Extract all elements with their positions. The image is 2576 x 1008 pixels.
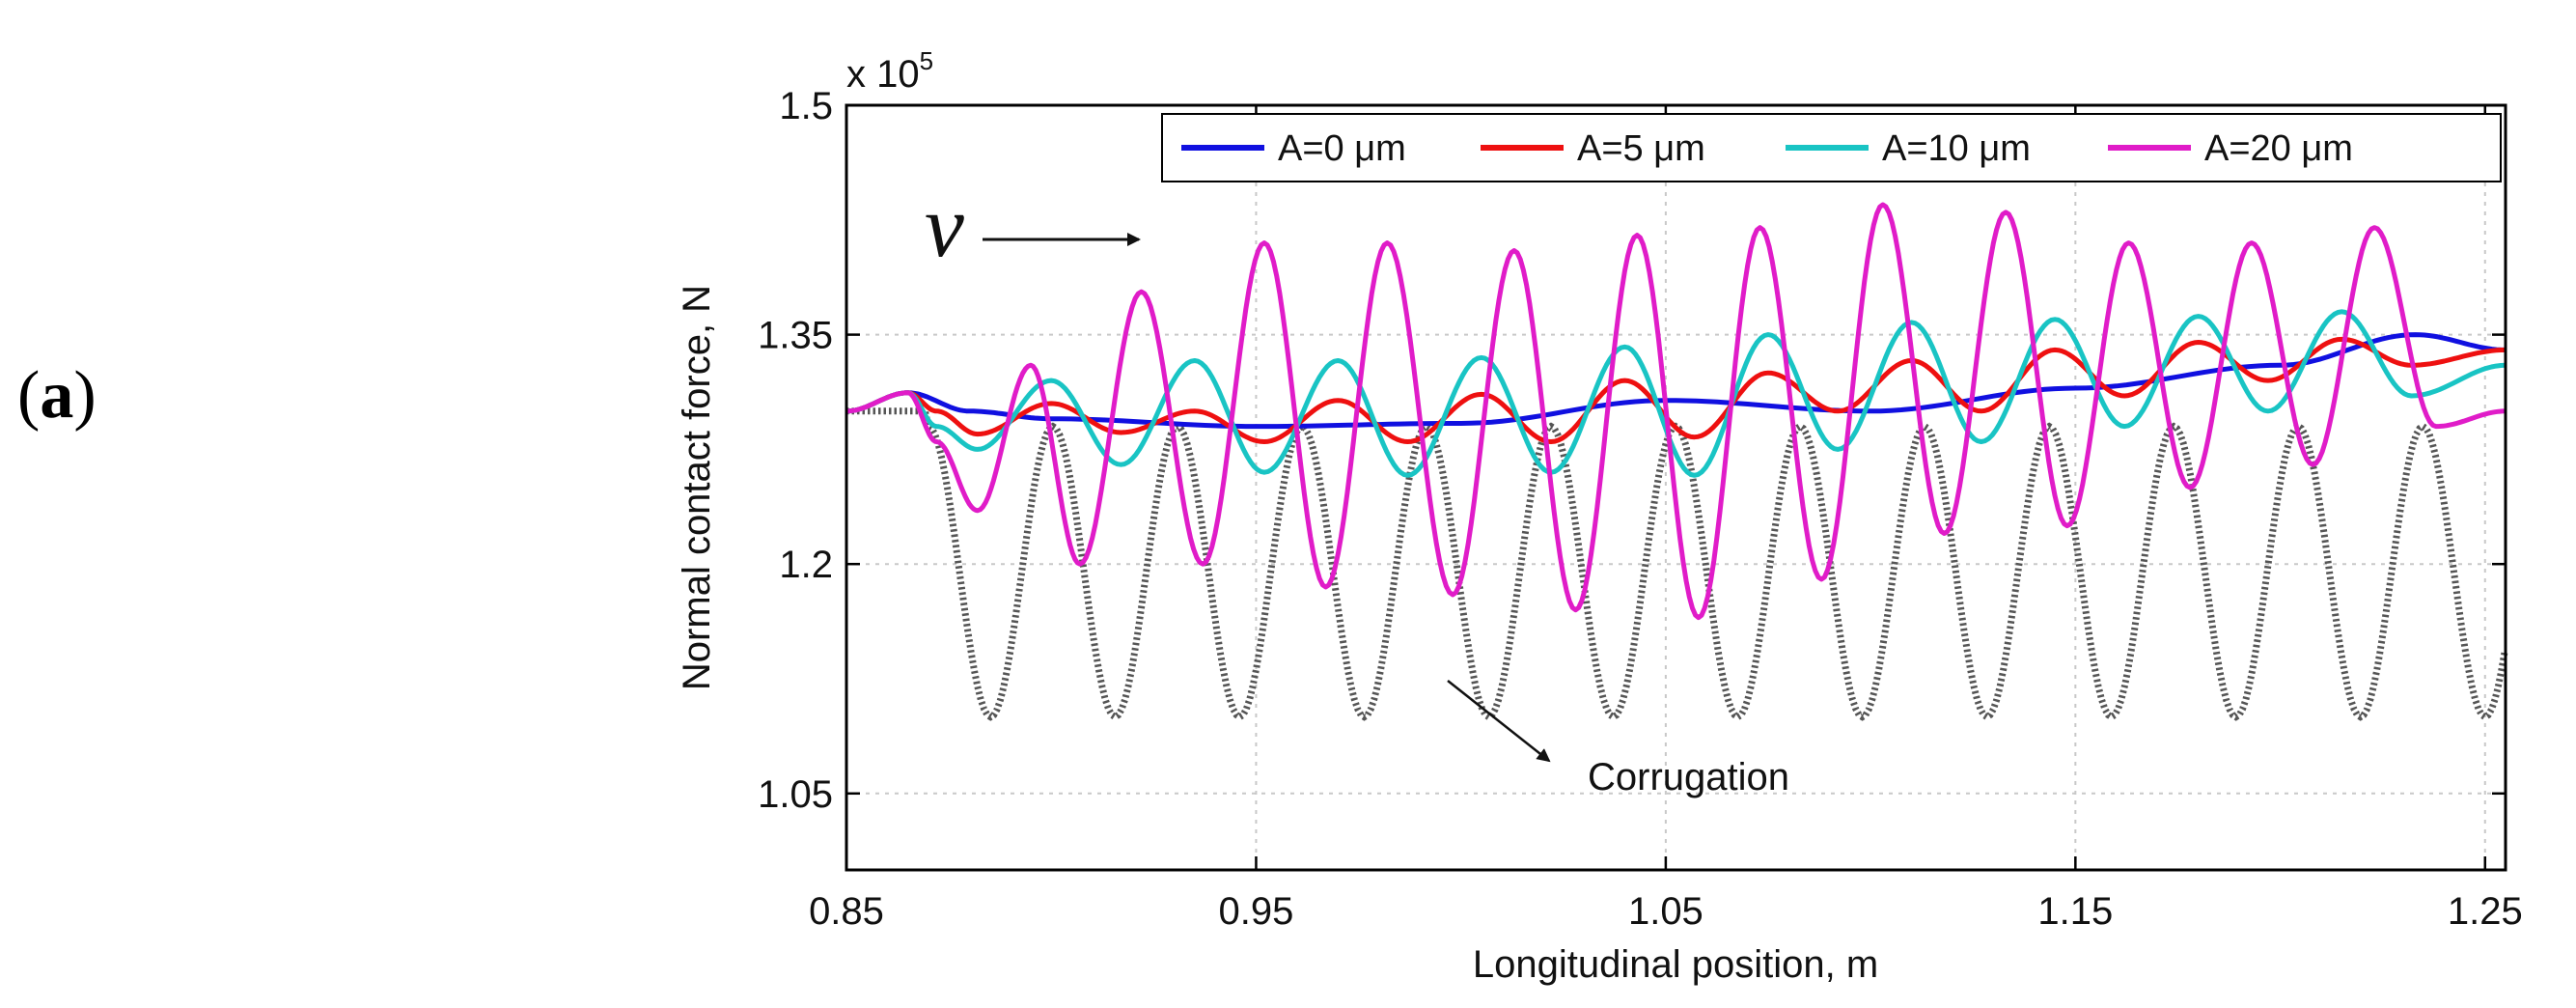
series-layer [845,202,2507,621]
legend-label: A=10 μm [1882,128,2031,169]
legend-label: A=5 μm [1577,128,1705,169]
velocity-symbol: v [925,177,964,275]
y-tick-label: 1.35 [758,315,833,357]
y-axis-label: Normal contact force, N [676,285,718,690]
series-line-1 [845,336,2507,444]
y-tick-label: 1.2 [779,544,833,586]
corrugation-label: Corrugation [1588,756,1789,798]
legend: A=0 μm A=5 μm A=10 μm A=20 μm [1161,113,2502,182]
series-line-3 [845,202,2507,621]
legend-label: A=0 μm [1278,128,1406,169]
ticks: 0.85 0.95 1.05 1.15 1.25 1.05 1.2 1.35 1.5 [758,85,2523,933]
x-tick-label: 0.95 [1219,890,1294,933]
y-multiplier: x 105 [846,46,933,96]
x-tick-label: 1.15 [2037,890,2113,933]
y-tick-label: 1.05 [758,773,833,816]
panel-label: (a) [17,358,97,433]
x-tick-label: 1.25 [2448,890,2523,933]
plot-frame [845,103,2507,872]
series-line-2 [845,309,2507,478]
y-tick-label: 1.5 [779,85,833,127]
x-axis-label: Longitudinal position, m [1473,943,1878,986]
legend-label: A=20 μm [2204,128,2353,169]
x-tick-label: 1.05 [1628,890,1703,933]
x-tick-label: 0.85 [809,890,884,933]
corrugation-arrow [1447,680,1551,763]
